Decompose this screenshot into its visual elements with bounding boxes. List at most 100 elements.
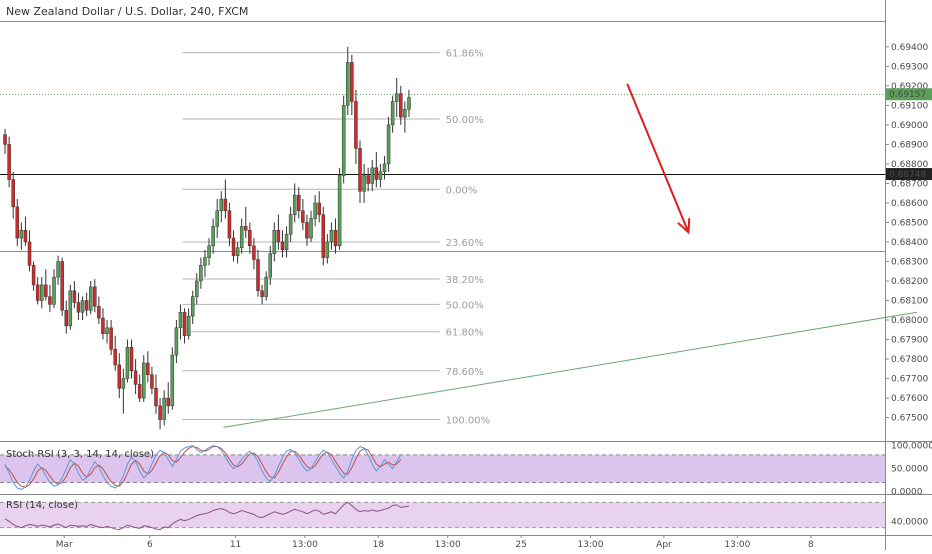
- candle-body: [317, 202, 321, 215]
- candle-body: [280, 241, 285, 251]
- candle-body: [23, 230, 28, 243]
- stoch-tick-label: 100.0000: [891, 442, 932, 452]
- candle-body: [268, 253, 272, 278]
- candle-body: [346, 62, 350, 106]
- candle-body: [19, 230, 24, 239]
- price-tick-label: 0.69400: [891, 43, 928, 53]
- candle-body: [244, 226, 248, 231]
- chart-title: New Zealand Dollar / U.S. Dollar, 240, F…: [6, 5, 249, 18]
- candle-body: [239, 226, 244, 249]
- candle-body: [125, 347, 130, 379]
- price-tick-label: 0.68700: [891, 179, 928, 189]
- candle-body: [386, 124, 391, 165]
- candle-body: [203, 257, 207, 266]
- candle-body: [358, 148, 362, 192]
- price-tick-label: 0.68600: [891, 199, 928, 209]
- fib-level-label: 61.86%: [446, 49, 484, 60]
- candle-body: [80, 300, 85, 313]
- candle-body: [170, 354, 175, 407]
- candle-body: [182, 311, 187, 336]
- price-tick-label: 0.68800: [891, 160, 928, 170]
- time-tick-label: 18: [373, 540, 385, 550]
- candle-body: [60, 261, 64, 311]
- candle-body: [64, 310, 68, 327]
- candle-body: [248, 230, 252, 247]
- candle-body: [403, 109, 407, 118]
- candle-body: [117, 364, 122, 389]
- price-tick-label: 0.69000: [891, 121, 928, 131]
- fib-level-label: 100.00%: [446, 416, 491, 427]
- price-tick-label: 0.67700: [891, 375, 928, 385]
- time-tick-label: 11: [230, 540, 241, 550]
- price-tick-label: 0.67500: [891, 414, 928, 424]
- candle-body: [354, 101, 358, 149]
- candle-body: [284, 233, 289, 251]
- candle-body: [27, 241, 32, 266]
- candle-body: [374, 167, 379, 180]
- price-tick-label: 0.69200: [891, 82, 928, 92]
- candle-body: [252, 245, 256, 260]
- time-tick-label: 13:00: [578, 540, 604, 550]
- price-tick-label: 0.68500: [891, 218, 928, 228]
- candle-body: [329, 230, 334, 243]
- candle-body: [333, 230, 338, 247]
- price-tick-label: 0.69100: [891, 101, 928, 111]
- stoch-rsi-label: Stoch RSI (3, 3, 14, 14, close): [6, 449, 154, 460]
- candle-body: [199, 265, 203, 282]
- fib-level-label: 61.80%: [446, 328, 484, 339]
- candle-body: [133, 370, 138, 385]
- stoch-d-line: [4, 446, 402, 488]
- candle-body: [162, 397, 166, 420]
- candle-body: [72, 290, 77, 303]
- price-tick-label: 0.67600: [891, 394, 928, 404]
- candle-body: [366, 175, 370, 184]
- current-price-tag-label: 0.68748: [889, 170, 926, 180]
- candle-body: [276, 230, 281, 243]
- candle-body: [84, 300, 89, 311]
- time-tick-label: 13:00: [435, 540, 461, 550]
- candle-body: [44, 284, 48, 297]
- time-tick-label: 13:00: [724, 540, 750, 550]
- candle-body: [399, 93, 403, 118]
- fib-level-label: 50.00%: [446, 115, 484, 126]
- candle-body: [219, 198, 224, 211]
- fib-level-label: 50.00%: [446, 300, 484, 311]
- price-tick-label: 0.67900: [891, 336, 928, 346]
- candle-body: [146, 362, 150, 375]
- candle-body: [394, 93, 399, 102]
- candle-body: [129, 347, 134, 372]
- price-tick-label: 0.68000: [891, 316, 928, 326]
- candle-body: [292, 194, 297, 215]
- stoch-tick-label: 0.0000: [891, 488, 923, 498]
- fib-level-label: 23.60%: [446, 238, 484, 249]
- candle-body: [7, 144, 11, 180]
- candle-body: [35, 284, 40, 301]
- rsi-band: [0, 502, 885, 528]
- candle-body: [52, 276, 56, 305]
- candle-body: [321, 214, 326, 258]
- candle-body: [174, 327, 179, 356]
- candle-body: [301, 210, 305, 223]
- candle-body: [88, 286, 93, 311]
- price-tick-label: 0.68200: [891, 277, 928, 287]
- candle-body: [313, 202, 317, 219]
- candle-body: [186, 315, 191, 336]
- candle-body: [297, 194, 301, 211]
- rsi-tick-label: 40.0000: [891, 517, 928, 527]
- candle-body: [166, 397, 170, 407]
- candle-body: [272, 230, 277, 254]
- candle-body: [158, 405, 162, 420]
- candle-body: [154, 388, 158, 407]
- price-tick-label: 0.69300: [891, 62, 928, 72]
- candle-body: [227, 210, 232, 239]
- trendline: [223, 311, 918, 428]
- candle-body: [195, 280, 199, 297]
- candle-body: [137, 384, 142, 399]
- candle-body: [190, 296, 195, 317]
- candle-body: [350, 62, 354, 102]
- candle-body: [264, 276, 268, 297]
- candle-body: [142, 362, 146, 399]
- candle-body: [215, 210, 219, 227]
